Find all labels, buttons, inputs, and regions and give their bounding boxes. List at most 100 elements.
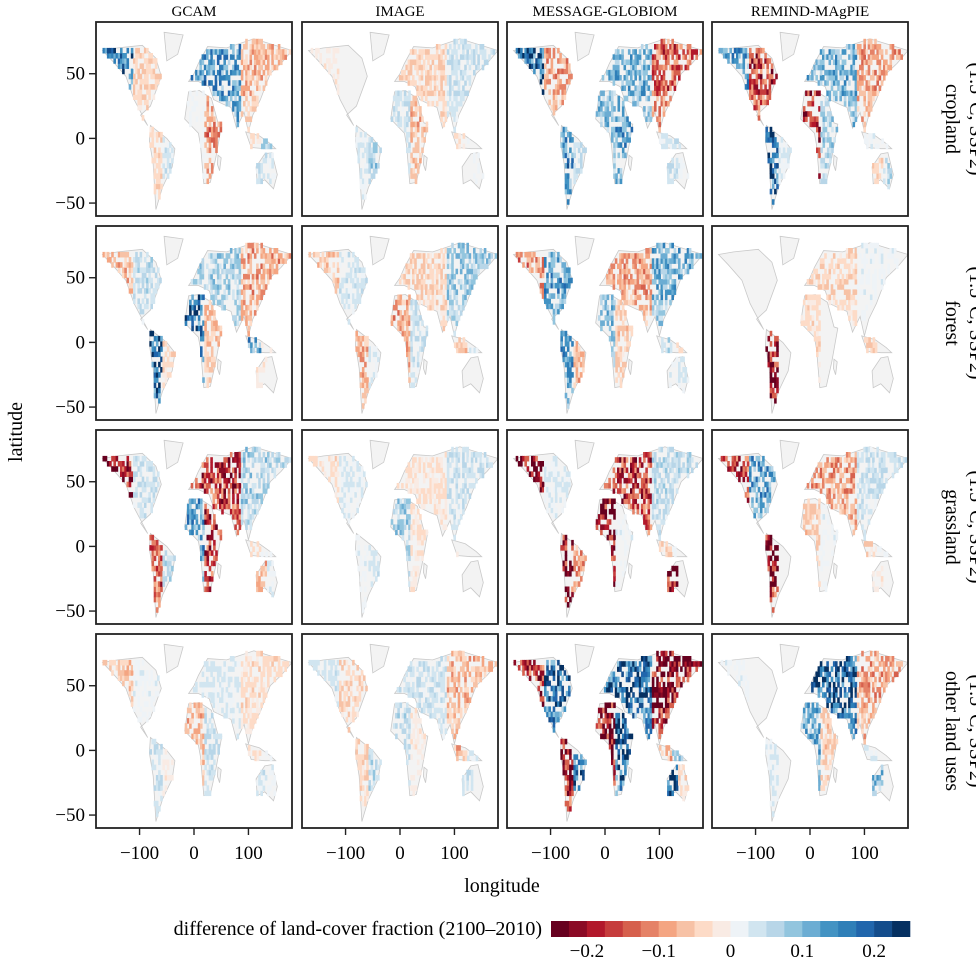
grid-cell <box>433 273 437 280</box>
grid-cell <box>531 251 534 258</box>
grid-cell <box>141 78 145 85</box>
grid-cell <box>479 263 483 270</box>
grid-cell <box>280 59 283 66</box>
grid-cell <box>548 282 551 289</box>
grid-cell <box>148 94 151 100</box>
grid-cell <box>577 361 581 368</box>
grid-cell <box>206 508 210 515</box>
grid-cell <box>621 372 625 378</box>
grid-cell <box>208 514 212 520</box>
grid-cell <box>397 121 400 128</box>
grid-cell <box>843 258 847 264</box>
grid-cell <box>204 335 207 342</box>
grid-cell <box>286 253 290 259</box>
grid-cell <box>412 111 416 117</box>
grid-cell <box>462 263 465 270</box>
grid-cell <box>433 54 437 60</box>
grid-cell <box>256 95 259 102</box>
grid-cell <box>848 294 851 301</box>
grid-cell <box>234 248 237 254</box>
grid-cell <box>868 337 871 343</box>
grid-cell <box>470 279 474 285</box>
grid-cell <box>336 89 340 95</box>
grid-cell <box>654 44 657 50</box>
grid-cell <box>139 481 143 488</box>
grid-cell <box>214 477 218 484</box>
grid-cell <box>765 346 768 352</box>
grid-cell <box>867 273 871 280</box>
grid-cell <box>611 90 614 97</box>
grid-cell <box>225 253 229 259</box>
grid-cell <box>236 452 240 458</box>
grid-cell <box>662 85 666 91</box>
grid-cell <box>785 142 788 148</box>
grid-cell <box>878 64 882 71</box>
grid-cell <box>273 472 277 479</box>
grid-cell <box>442 75 446 81</box>
grid-cell <box>431 268 435 275</box>
grid-cell <box>453 310 456 316</box>
grid-cell <box>643 268 646 275</box>
grid-cell <box>206 534 210 541</box>
grid-cell <box>830 75 834 81</box>
grid-cell <box>216 299 220 306</box>
grid-cell <box>407 64 411 71</box>
grid-cell <box>247 342 251 348</box>
grid-cell <box>837 304 840 311</box>
grid-cell <box>566 157 570 164</box>
grid-cell <box>345 471 349 477</box>
grid-cell <box>453 330 456 337</box>
grid-cell <box>212 64 216 71</box>
grid-cell <box>673 75 677 81</box>
grid-cell <box>104 455 108 462</box>
grid-cell <box>245 320 248 326</box>
grid-cell <box>247 258 250 264</box>
grid-cell <box>102 251 106 258</box>
grid-cell <box>442 49 446 55</box>
grid-cell <box>258 54 261 60</box>
grid-cell <box>280 462 283 468</box>
grid-cell <box>688 54 692 60</box>
grid-cell <box>403 335 407 342</box>
grid-cell <box>256 377 259 383</box>
grid-cell <box>765 131 768 138</box>
grid-cell <box>377 560 380 567</box>
grid-cell <box>416 253 419 259</box>
grid-cell <box>267 586 270 593</box>
grid-cell <box>164 377 168 383</box>
grid-cell <box>453 59 456 66</box>
grid-cell <box>634 54 637 60</box>
grid-cell <box>848 106 851 112</box>
grid-cell <box>649 304 653 311</box>
grid-cell <box>139 63 143 69</box>
grid-cell <box>245 64 248 71</box>
grid-cell <box>778 157 781 164</box>
grid-cell <box>615 325 618 332</box>
grid-cell <box>169 152 172 159</box>
grid-cell <box>442 279 446 285</box>
grid-cell <box>262 263 266 270</box>
grid-cell <box>878 157 882 164</box>
grid-cell <box>656 44 659 50</box>
grid-cell <box>613 152 616 159</box>
grid-cell <box>477 168 480 174</box>
grid-cell <box>421 147 424 154</box>
grid-cell <box>883 75 886 81</box>
grid-cell <box>191 294 194 301</box>
grid-cell <box>832 49 836 55</box>
grid-cell <box>671 361 674 368</box>
grid-cell <box>561 298 564 304</box>
grid-cell <box>195 310 199 316</box>
grid-cell <box>243 498 246 505</box>
grid-cell <box>256 268 259 275</box>
grid-cell <box>442 90 446 97</box>
grid-cell <box>619 382 623 389</box>
grid-cell <box>416 294 419 301</box>
grid-cell <box>271 163 274 169</box>
grid-cell <box>611 346 614 352</box>
grid-cell <box>826 116 830 122</box>
grid-cell <box>249 299 253 306</box>
grid-cell <box>368 356 371 363</box>
grid-cell <box>872 44 875 50</box>
grid-cell <box>206 284 209 290</box>
